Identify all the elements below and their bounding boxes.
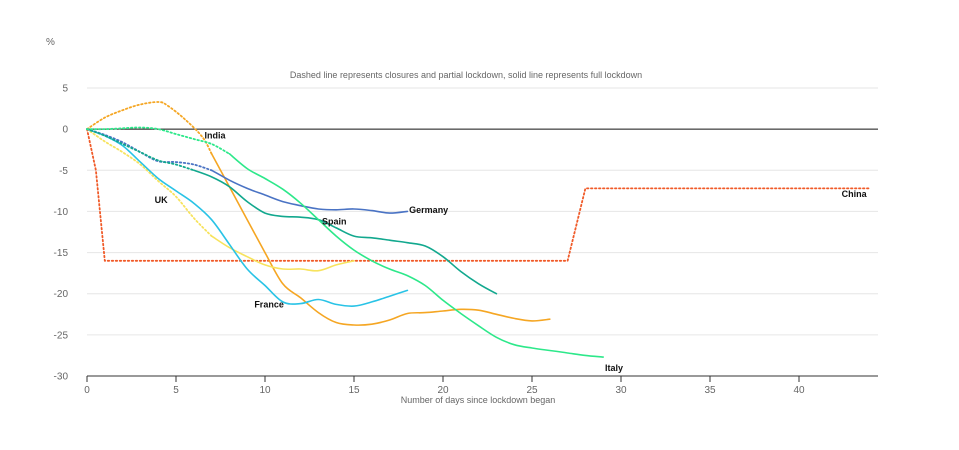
y-tick-label: -15: [54, 248, 69, 259]
x-tick-label: 30: [615, 385, 627, 396]
x-axis-title: Number of days since lockdown began: [401, 395, 556, 405]
series-line-germany-solid: [210, 169, 409, 214]
y-tick-label: 5: [62, 84, 68, 95]
series-label-italy: Italy: [605, 363, 623, 373]
series-labels: China India UK France Germany Spain Italy: [155, 131, 868, 373]
series-line-spain-solid: [193, 169, 498, 295]
series-label-china: China: [842, 189, 868, 199]
y-tick-label: -30: [54, 372, 69, 383]
chart-subtitle: Dashed line represents closures and part…: [290, 70, 642, 80]
y-tick-label: -20: [54, 289, 69, 300]
series-label-india: India: [204, 131, 226, 141]
series-line-india-dashed: [86, 101, 213, 155]
series-label-france: France: [254, 299, 284, 309]
x-tick-label: 10: [259, 385, 271, 396]
series-line-italy-dashed: [86, 126, 231, 155]
x-tick-label: 25: [526, 385, 538, 396]
series-line-italy-solid: [228, 153, 604, 358]
x-tick-label: 40: [793, 385, 805, 396]
series-line-spain-dashed: [86, 128, 195, 172]
gridlines: [87, 87, 878, 336]
x-tick-label: 35: [704, 385, 716, 396]
x-tick-label: 0: [84, 385, 90, 396]
series-line-uk-dashed: [86, 128, 213, 237]
y-tick-label: -25: [54, 330, 69, 341]
y-tick-label: -10: [54, 207, 69, 218]
series-line-india-solid: [210, 153, 551, 326]
x-tick-label: 15: [348, 385, 360, 396]
x-tick-label: 20: [437, 385, 449, 396]
series-label-uk: UK: [155, 195, 168, 205]
series-label-germany: Germany: [409, 205, 448, 215]
series-label-spain: Spain: [322, 216, 347, 226]
series-lines: [86, 101, 872, 358]
y-axis-unit-label: %: [46, 37, 55, 48]
series-line-uk-solid: [210, 235, 355, 272]
y-tick-label: 0: [62, 125, 68, 136]
series-line-china-dashed: [86, 128, 872, 262]
x-tick-label: 5: [173, 385, 179, 396]
axes: 5 0 -5 -10 -15 -20 -25 -30 0 5 10 15 20 25 30 35 40: [54, 84, 878, 396]
series-line-france-solid: [86, 128, 409, 307]
y-tick-label: -5: [59, 166, 68, 177]
